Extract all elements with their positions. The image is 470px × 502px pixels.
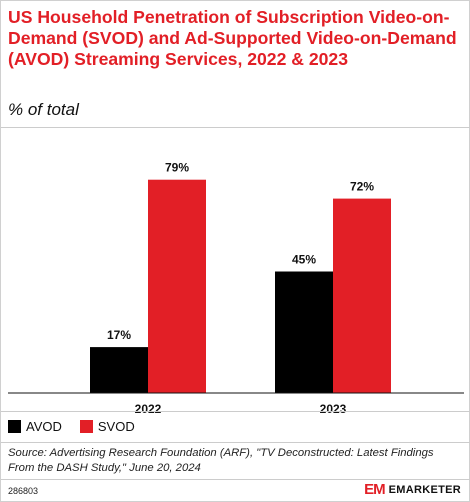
x-tick-label-2023: 2023 (320, 402, 347, 416)
legend-label-svod: SVOD (97, 419, 135, 434)
legend: AVOD SVOD (8, 419, 153, 434)
bar-avod-2022 (90, 347, 148, 393)
em-logo-icon: EM (364, 481, 385, 498)
chart-title: US Household Penetration of Subscription… (8, 7, 457, 69)
brand-logo: EM EMARKETER (364, 481, 461, 498)
data-label-svod-2022: 79% (165, 161, 189, 175)
legend-item-avod: AVOD (8, 419, 62, 434)
bar-avod-2023 (275, 271, 333, 393)
source-note: Source: Advertising Research Foundation … (8, 447, 434, 474)
legend-label-avod: AVOD (26, 419, 62, 434)
bar-svod-2022 (148, 179, 206, 393)
legend-swatch-svod (79, 420, 93, 433)
header-divider (1, 127, 470, 128)
brand-name: EMARKETER (388, 483, 461, 496)
chart-divider (1, 411, 470, 412)
chart-id: 286803 (8, 486, 39, 496)
bar-chart: 17% 79% 2022 45% 72% 2023 (8, 161, 464, 416)
bar-svod-2023 (333, 198, 391, 393)
chart-subtitle: % of total (8, 100, 79, 119)
data-label-avod-2023: 45% (292, 253, 316, 267)
footer-divider (1, 479, 470, 480)
legend-item-svod: SVOD (79, 419, 135, 434)
legend-swatch-avod (8, 420, 21, 433)
data-label-avod-2022: 17% (107, 328, 131, 342)
x-tick-label-2022: 2022 (135, 402, 162, 416)
legend-divider (1, 442, 470, 443)
data-label-svod-2023: 72% (350, 180, 374, 194)
